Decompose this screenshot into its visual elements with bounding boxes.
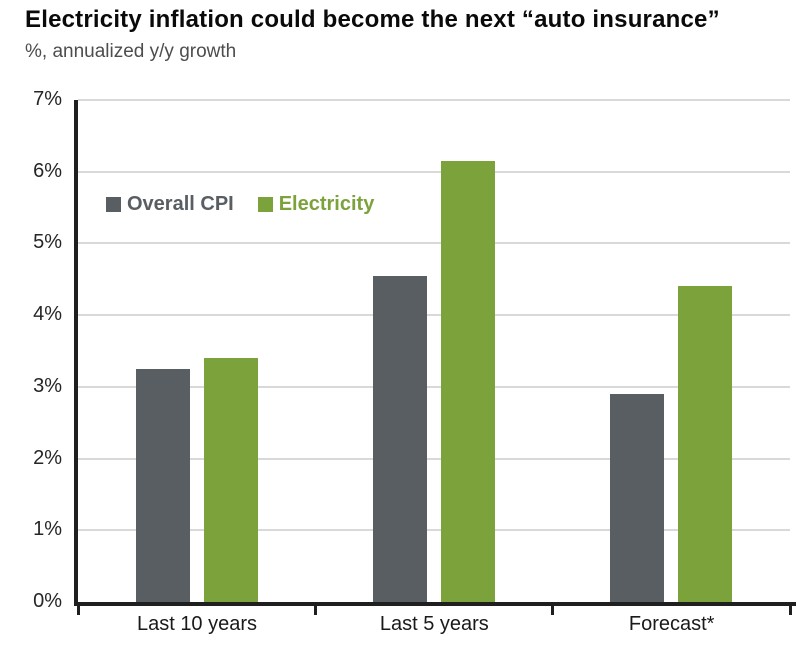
legend-swatch-overall-cpi bbox=[106, 197, 121, 212]
legend-swatch-electricity bbox=[257, 197, 273, 212]
x-tick bbox=[313, 606, 317, 615]
x-tick bbox=[788, 606, 792, 615]
gridline bbox=[78, 529, 790, 532]
legend-item-electricity: Electricity bbox=[257, 193, 375, 216]
plot-area: Overall CPI Electricity bbox=[74, 99, 796, 615]
y-axis-line bbox=[74, 100, 78, 606]
y-tick-label: 7% bbox=[33, 88, 62, 110]
bar-overall-cpi-1 bbox=[373, 275, 427, 602]
x-tick bbox=[551, 606, 555, 615]
y-tick-label: 1% bbox=[33, 518, 62, 541]
legend-label-overall-cpi: Overall CPI bbox=[127, 193, 234, 215]
y-tick-label: 6% bbox=[33, 159, 62, 182]
chart-subtitle: %, annualized y/y growth bbox=[25, 41, 237, 62]
x-tick bbox=[76, 606, 80, 615]
legend: Overall CPI Electricity bbox=[106, 193, 374, 216]
y-tick-label: 4% bbox=[33, 303, 62, 326]
y-tick-label: 5% bbox=[33, 231, 62, 254]
gridline bbox=[78, 170, 790, 173]
gridline bbox=[78, 242, 790, 245]
bar-electricity-2 bbox=[678, 286, 733, 602]
x-axis-line bbox=[74, 602, 796, 606]
x-category-label: Last 10 years bbox=[136, 613, 258, 635]
bar-overall-cpi-0 bbox=[135, 368, 190, 602]
gridline bbox=[78, 314, 790, 317]
bar-electricity-0 bbox=[203, 358, 258, 602]
legend-label-electricity: Electricity bbox=[278, 193, 375, 215]
gridline bbox=[78, 99, 790, 101]
y-tick-label: 2% bbox=[33, 446, 62, 469]
gridline bbox=[78, 457, 790, 460]
y-tick-label: 3% bbox=[33, 374, 62, 397]
gridline bbox=[78, 385, 790, 388]
x-category-label: Forecast* bbox=[628, 613, 715, 635]
x-category-label: Last 5 years bbox=[379, 613, 489, 635]
y-tick-label: 0% bbox=[33, 590, 62, 612]
legend-item-overall-cpi: Overall CPI bbox=[106, 193, 234, 216]
bar-electricity-1 bbox=[441, 160, 495, 602]
bar-overall-cpi-2 bbox=[610, 394, 665, 602]
page-title: Electricity inflation could become the n… bbox=[25, 6, 720, 33]
